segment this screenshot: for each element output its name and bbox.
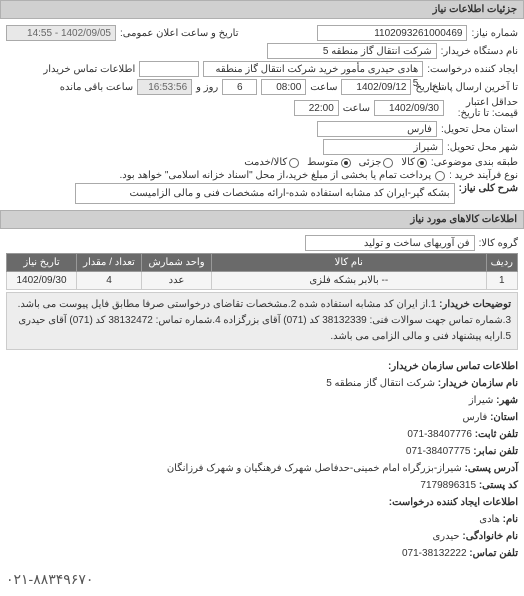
- cell-name-text: بالابر بشکه فلزی: [309, 275, 378, 286]
- validity-time-label: ساعت: [343, 103, 370, 114]
- deadline-date-label: تا تاریخ: [415, 82, 444, 93]
- radio-icon: [417, 158, 427, 168]
- city-value: شیراز: [323, 139, 443, 155]
- th-row: ردیف: [486, 254, 517, 272]
- remain-days: 6: [222, 79, 257, 95]
- group-value: فن آوریهای ساخت و تولید: [305, 235, 475, 251]
- budget-label: طبقه بندی موضوعی:: [431, 157, 518, 168]
- buyer-notes-label: توضیحات خریدار:: [439, 299, 511, 310]
- buyer-contact-box: [139, 61, 199, 77]
- contact-postal-label: کد پستی:: [479, 480, 518, 491]
- request-no-label: شماره نیاز:: [471, 28, 518, 39]
- cell-date: 1402/09/30: [7, 272, 77, 290]
- table-header-row: ردیف نام کالا واحد شمارش تعداد / مقدار ت…: [7, 254, 518, 272]
- radio-icon: [341, 158, 351, 168]
- firstname-label: نام:: [503, 514, 518, 525]
- form-area: شماره نیاز: 1102093261000469 تاریخ و ساع…: [0, 19, 524, 210]
- validity-label: حداقل اعتبار قیمت: تا تاریخ:: [448, 97, 518, 119]
- table-row: 1 -- بالابر بشکه فلزی عدد 4 1402/09/30: [7, 272, 518, 290]
- budget-radio-group: کالا جزئی متوسط کالا/خدمت: [244, 157, 427, 168]
- process-text: پرداخت تمام یا بخشی از مبلغ خرید،از محل …: [120, 170, 432, 181]
- deadline-time: 08:00: [261, 79, 306, 95]
- request-no-value: 1102093261000469: [317, 25, 467, 41]
- th-unit: واحد شمارش: [142, 254, 212, 272]
- remain-time-label: ساعت باقی مانده: [60, 82, 133, 93]
- org-name: شرکت انتقال گاز منطقه 5: [326, 378, 435, 389]
- goods-header-text: اطلاعات کالاهای مورد نیاز: [410, 214, 517, 225]
- buyer-org-label: نام دستگاه خریدار:: [441, 46, 518, 57]
- th-date: تاریخ نیاز: [7, 254, 77, 272]
- city-label: شهر محل تحویل:: [447, 142, 518, 153]
- remain-time: 16:53:56: [137, 79, 192, 95]
- deadline-time-label: ساعت: [310, 82, 337, 93]
- validity-date: 1402/09/30: [374, 100, 444, 116]
- contact-tel: 38132222-071: [402, 548, 467, 559]
- contact-fax: 38407775-071: [406, 446, 471, 457]
- province-label: استان محل تحویل:: [441, 124, 518, 135]
- cell-name: -- بالابر بشکه فلزی: [212, 272, 487, 290]
- group-label: گروه کالا:: [479, 238, 518, 249]
- radio-icon: [289, 158, 299, 168]
- validity-time: 22:00: [294, 100, 339, 116]
- radio-kala-khedmat[interactable]: کالا/خدمت: [244, 157, 299, 168]
- contact-province: فارس: [462, 412, 487, 423]
- firstname: هادی: [479, 514, 500, 525]
- contact-fax-label: تلفن نمابر:: [473, 446, 518, 457]
- radio-process[interactable]: [435, 171, 445, 181]
- cell-name-dash: --: [382, 275, 389, 286]
- th-name: نام کالا: [212, 254, 487, 272]
- process-label: نوع فرآیند خرید :: [449, 170, 518, 181]
- requester-value: هادی حیدری مأمور خرید شرکت انتقال گاز من…: [203, 61, 423, 77]
- buyer-notes-box: توضیحات خریدار: 1.از ایران کد مشابه استف…: [6, 292, 518, 350]
- contact-address-label: آدرس پستی:: [465, 463, 518, 474]
- radio-kala[interactable]: کالا: [401, 157, 427, 168]
- radio-jozei-label: جزئی: [359, 157, 382, 168]
- contact-phone: 38407776-071: [407, 429, 472, 440]
- contact-section: اطلاعات تماس سازمان خریدار: نام سازمان خ…: [0, 354, 524, 596]
- radio-kala-label: کالا: [401, 157, 415, 168]
- buyer-notes-text: 1.از ایران کد مشابه استفاده شده 2.مشخصات…: [18, 299, 511, 342]
- deadline-label: تا آخرین ارسال پاسخ:: [448, 82, 518, 93]
- radio-jozei[interactable]: جزئی: [359, 157, 394, 168]
- contact-city-label: شهر:: [496, 395, 518, 406]
- contact-postal: 7179896315: [420, 480, 476, 491]
- goods-header: اطلاعات کالاهای مورد نیاز: [0, 210, 524, 229]
- summary-text: بشکه گیر-ایران کد مشابه استفاده شده-ارائ…: [129, 188, 449, 199]
- cell-rownum: 1: [486, 272, 517, 290]
- radio-motevaset-label: متوسط: [307, 157, 338, 168]
- deadline-date: 1402/09/12: [341, 79, 411, 95]
- radio-icon: [435, 171, 445, 181]
- org-name-label: نام سازمان خریدار:: [438, 378, 518, 389]
- creator-header: اطلاعات ایجاد کننده درخواست:: [6, 494, 518, 511]
- lastname-label: نام خانوادگی:: [462, 531, 518, 542]
- radio-icon: [383, 158, 393, 168]
- radio-motevaset[interactable]: متوسط: [307, 157, 350, 168]
- requester-label: ایجاد کننده درخواست:: [427, 64, 518, 75]
- contact-phone-label: تلفن ثابت:: [475, 429, 518, 440]
- summary-label: شرح کلی نیاز:: [459, 183, 518, 194]
- cell-unit: عدد: [142, 272, 212, 290]
- contact-tel-label: تلفن تماس:: [469, 548, 518, 559]
- goods-area: گروه کالا: فن آوریهای ساخت و تولید ردیف …: [0, 229, 524, 354]
- footer-phone: ۰۲۱-۸۸۳۴۹۶۷۰: [6, 568, 518, 592]
- th-qty: تعداد / مقدار: [77, 254, 142, 272]
- summary-box: بشکه گیر-ایران کد مشابه استفاده شده-ارائ…: [75, 183, 455, 204]
- buyer-contact-label: اطلاعات تماس خریدار: [43, 64, 135, 75]
- goods-table: ردیف نام کالا واحد شمارش تعداد / مقدار ت…: [6, 253, 518, 290]
- contact-address: شیراز-بزرگراه امام خمینی-حدفاصل شهرک فره…: [167, 463, 462, 474]
- contact-province-label: استان:: [490, 412, 518, 423]
- contact-city: شیراز: [469, 395, 494, 406]
- cell-qty: 4: [77, 272, 142, 290]
- details-header: جزئیات اطلاعات نیاز: [0, 0, 524, 19]
- remain-days-label: روز و: [196, 82, 218, 93]
- lastname: حیدری: [432, 531, 459, 542]
- public-datetime-label: تاریخ و ساعت اعلان عمومی:: [120, 28, 239, 39]
- details-header-text: جزئیات اطلاعات نیاز: [433, 4, 517, 15]
- radio-kala-khedmat-label: کالا/خدمت: [244, 157, 287, 168]
- contact-title: اطلاعات تماس سازمان خریدار:: [6, 358, 518, 375]
- province-value: فارس: [317, 121, 437, 137]
- public-datetime-value: 1402/09/05 - 14:55: [6, 25, 116, 41]
- buyer-org-value: شرکت انتقال گاز منطقه 5: [267, 43, 437, 59]
